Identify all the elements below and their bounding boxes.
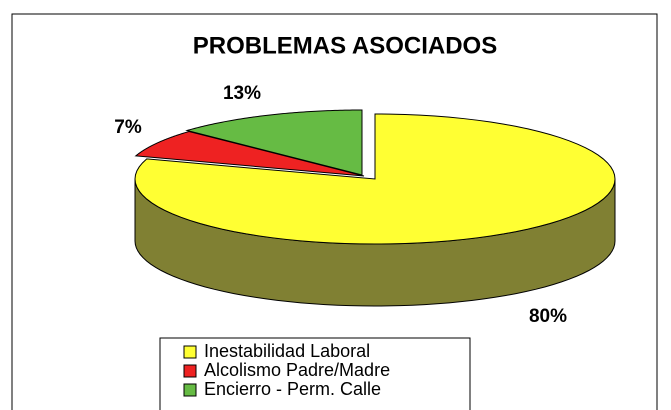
legend-box — [159, 337, 471, 410]
legend-label: Encierro - Perm. Calle — [204, 379, 381, 399]
data-label: 80% — [529, 306, 567, 327]
legend-label: Inestabilidad Laboral — [204, 341, 370, 361]
data-label: 13% — [223, 83, 261, 104]
chart-title: PROBLEMAS ASOCIADOS — [193, 32, 497, 59]
pie-slice — [134, 113, 616, 245]
pie-slice — [134, 130, 365, 177]
legend-swatch — [183, 345, 197, 359]
data-label: 7% — [114, 117, 142, 138]
legend-swatch — [183, 364, 197, 378]
legend-swatch — [183, 383, 197, 397]
legend-label: Alcolismo Padre/Madre — [204, 360, 390, 380]
pie-slice — [185, 109, 363, 176]
